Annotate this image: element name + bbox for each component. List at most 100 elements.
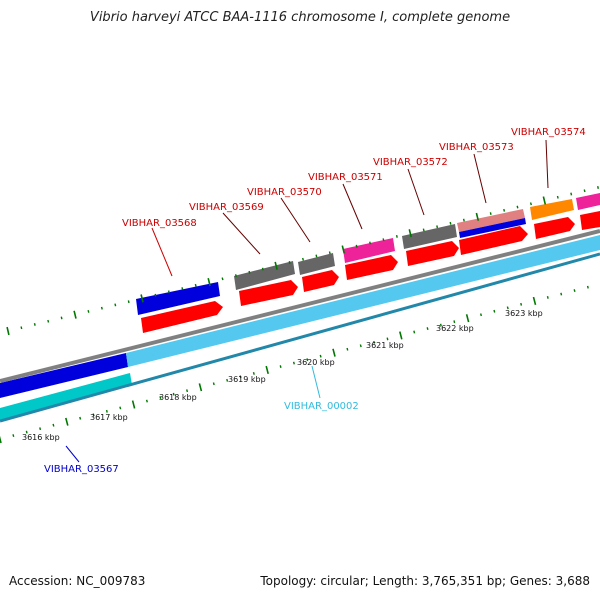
minor-tick [60,316,63,320]
minor-tick [382,238,385,242]
gene-gray-03572 [402,224,457,249]
minor-tick [87,310,90,313]
minor-tick [145,399,148,403]
minor-tick [395,234,398,238]
minor-tick [288,261,291,264]
minor-tick [194,283,197,287]
kbp-label: 3619 kbp [228,375,266,384]
minor-tick [453,320,456,324]
minor-tick [355,244,358,248]
minor-tick [248,270,251,274]
minor-tick [315,254,318,258]
minor-tick [586,285,589,289]
major-tick [73,310,77,319]
minor-tick [105,409,108,413]
major-tick [65,417,69,426]
minor-tick [529,202,532,206]
minor-tick [234,274,237,277]
major-tick [465,314,470,323]
major-tick [207,278,211,287]
minor-tick [426,327,429,330]
leader-line [342,183,363,230]
minor-tick [47,319,50,323]
minor-tick [79,416,82,420]
minor-tick [319,354,322,358]
cds-arrows [141,211,600,333]
strand-line-gray [0,229,600,383]
minor-tick [413,330,416,334]
kbp-label: 3622 kbp [436,324,474,333]
tick-tracks [0,186,599,444]
gene-gray-03570 [298,253,335,275]
minor-tick [100,306,103,310]
cds-arrow [534,217,575,239]
minor-tick [181,287,184,291]
minor-tick [92,413,95,417]
minor-tick [33,323,36,326]
gene-label: VIBHAR_03567 [44,464,119,475]
map-title: Vibrio harveyi ATCC BAA-1116 chromosome … [89,10,511,25]
leader-line [545,139,549,189]
major-tick [408,229,412,238]
gene-label: VIBHAR_03572 [373,157,448,168]
minor-tick [221,277,224,281]
kbp-label: 3621 kbp [366,341,404,350]
backbone [0,229,600,423]
gene-blue-03573 [459,218,526,238]
major-tick [475,212,480,221]
cds-arrow [302,270,339,292]
gene-pink-03573 [457,209,525,232]
major-tick [341,245,345,254]
kbp-labels: 3616 kbp 3617 kbp 3618 kbp 3619 kbp 3620… [22,309,543,442]
major-tick [274,261,278,270]
major-tick [131,400,136,409]
minor-tick [489,212,492,215]
minor-tick [480,313,482,317]
minor-tick [583,189,586,193]
cds-arrow [239,280,298,306]
minor-tick [493,309,496,313]
minor-tick [560,292,563,296]
minor-tick [39,427,42,431]
gene-orange-03574 [530,199,574,220]
gene-blue-long [0,353,128,398]
major-tick [265,365,269,375]
gene-blue-03568 [136,282,220,315]
minor-tick [369,241,372,245]
minor-tick [570,192,573,196]
kbp-label: 3617 kbp [90,413,128,422]
gene-label: VIBHAR_03571 [308,172,383,183]
minor-tick [449,221,452,225]
minor-tick [302,257,304,261]
minor-tick [516,205,519,209]
minor-tick [25,430,28,434]
cds-arrow [406,241,459,266]
minor-tick [546,296,549,299]
kbp-label: 3620 kbp [297,358,335,367]
gene-label: VIBHAR_03569 [189,202,264,213]
minor-tick [556,195,559,199]
minor-tick [597,186,599,189]
minor-tick [239,375,242,379]
major-tick [399,331,403,340]
genome-summary-text: Topology: circular; Length: 3,765,351 bp… [260,574,590,588]
minor-tick [292,361,295,365]
cds-arrow [580,211,600,230]
gene-cyan-long [0,373,132,421]
cds-arrow [345,255,398,280]
gene-label: VIBHAR_03573 [439,142,514,153]
leader-line [473,153,487,204]
minor-tick [119,406,122,410]
gene-magenta-03571 [343,238,395,263]
minor-tick [359,344,362,348]
minor-tick [386,337,389,341]
minor-tick [186,389,189,393]
minor-tick [127,300,130,304]
minor-tick [573,289,576,292]
minor-tick [12,434,15,437]
minor-tick [252,372,255,375]
minor-tick [154,293,157,297]
minor-tick [306,358,309,362]
minor-tick [436,225,439,229]
minor-tick [212,382,215,386]
